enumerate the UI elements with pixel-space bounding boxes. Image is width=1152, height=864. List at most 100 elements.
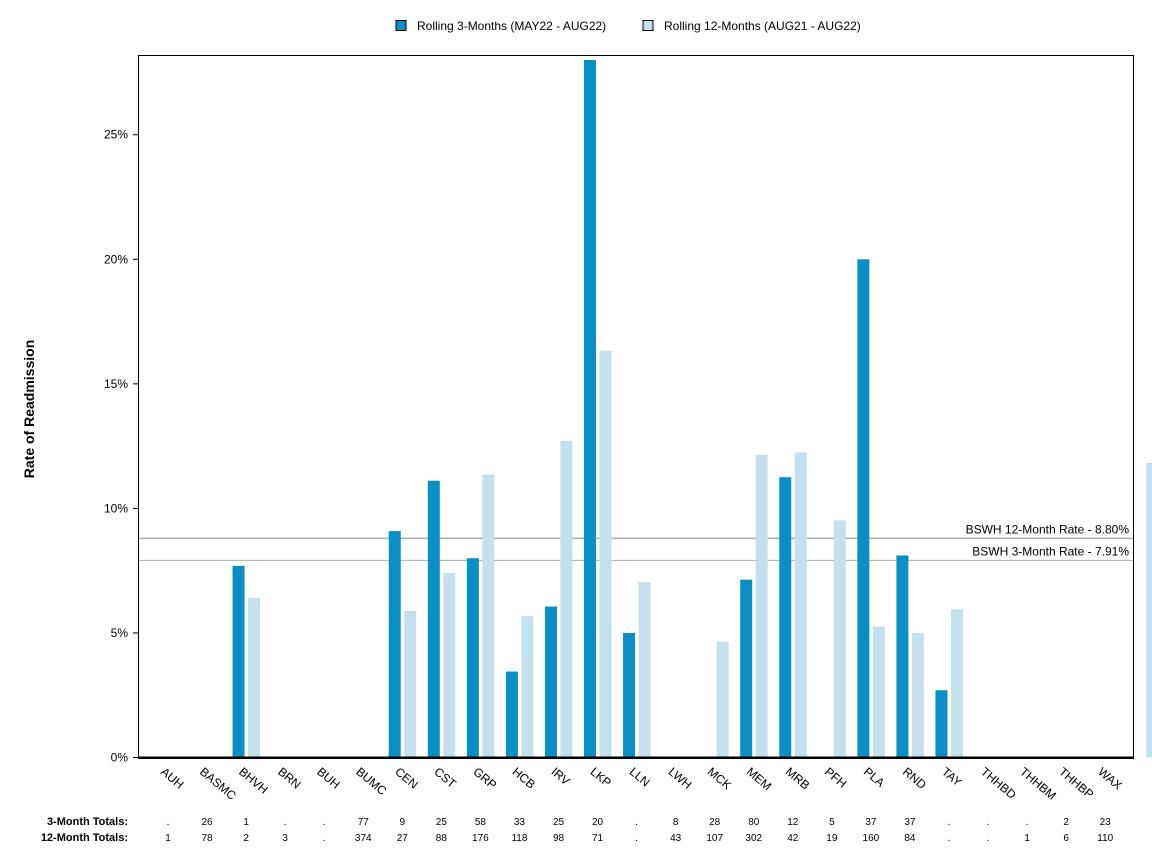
x-category-label: MEM bbox=[744, 765, 774, 794]
bar bbox=[232, 565, 245, 758]
three-month-total: . bbox=[948, 817, 951, 828]
bar bbox=[623, 632, 636, 758]
bar bbox=[872, 626, 885, 758]
three-month-total: . bbox=[635, 817, 638, 828]
twelve-month-total: 88 bbox=[436, 833, 448, 844]
x-category-label: CEN bbox=[392, 765, 420, 792]
bar bbox=[584, 60, 596, 758]
bar bbox=[935, 690, 948, 758]
bar bbox=[755, 454, 768, 758]
x-category-label: BRN bbox=[275, 765, 303, 792]
bar bbox=[716, 641, 729, 758]
twelve-month-total: . bbox=[635, 833, 638, 844]
twelve-month-total: 6 bbox=[1063, 833, 1069, 844]
twelve-month-total: 84 bbox=[904, 833, 916, 844]
legend-label: Rolling 12-Months (AUG21 - AUG22) bbox=[664, 19, 861, 33]
y-tick-label: 15% bbox=[104, 377, 128, 391]
twelve-month-total: 118 bbox=[511, 833, 527, 844]
bar bbox=[857, 259, 870, 758]
legend-swatch bbox=[642, 20, 654, 31]
twelve-month-total: 19 bbox=[826, 833, 838, 844]
bar bbox=[794, 452, 807, 758]
twelve-month-total: 3 bbox=[282, 833, 288, 844]
bar bbox=[950, 609, 963, 758]
legend-item: Rolling 3-Months (MAY22 - AUG22) bbox=[395, 19, 606, 33]
bar bbox=[404, 611, 417, 758]
three-month-total: . bbox=[323, 817, 326, 828]
twelve-month-total: . bbox=[948, 833, 951, 844]
three-month-total: 20 bbox=[592, 817, 604, 828]
bar bbox=[443, 572, 456, 758]
y-tick-label: 10% bbox=[104, 501, 128, 515]
bar bbox=[740, 579, 753, 758]
x-category-label: PLA bbox=[861, 765, 887, 790]
totals-table: 3-Month Totals:12-Month Totals:. 26 1.. 77 9… bbox=[41, 816, 1114, 844]
bar bbox=[248, 597, 261, 758]
x-category-label: BUH bbox=[314, 765, 342, 792]
x-category-label: PFH bbox=[822, 765, 849, 791]
bar bbox=[911, 632, 924, 758]
three-month-total: 8 bbox=[673, 817, 679, 828]
y-axis: 0% 5% 10% 15% 20% 25% bbox=[104, 128, 139, 765]
x-category-label: GRP bbox=[470, 765, 499, 792]
three-month-total: 77 bbox=[358, 817, 370, 828]
x-category-label: THHBM bbox=[1017, 765, 1059, 803]
x-category-label: THHBP bbox=[1056, 765, 1096, 802]
bar bbox=[505, 671, 518, 758]
bar bbox=[388, 531, 401, 758]
y-tick-label: 20% bbox=[104, 252, 128, 266]
bars bbox=[232, 60, 1152, 758]
twelve-month-total: 176 bbox=[472, 833, 489, 844]
reference-line-label: BSWH 12-Month Rate - 8.80% bbox=[966, 522, 1130, 536]
three-month-total: 12 bbox=[787, 817, 799, 828]
x-category-label: BHVH bbox=[236, 765, 271, 797]
x-category-label: THHBD bbox=[978, 765, 1019, 803]
x-category-label: BASMC bbox=[197, 765, 239, 803]
twelve-month-total: 2 bbox=[243, 833, 249, 844]
three-month-totals-label: 3-Month Totals: bbox=[47, 816, 128, 828]
three-month-total: . bbox=[987, 817, 990, 828]
reference-lines: BSWH 12-Month Rate - 8.80% BSWH 3-Month R… bbox=[139, 522, 1133, 562]
legend-swatch bbox=[395, 20, 407, 31]
twelve-month-total: 1 bbox=[1024, 833, 1030, 844]
three-month-total: 33 bbox=[514, 817, 526, 828]
twelve-month-total: 302 bbox=[745, 833, 762, 844]
three-month-total: 25 bbox=[436, 817, 448, 828]
x-category-label: LLN bbox=[627, 765, 653, 790]
y-tick-label: 0% bbox=[111, 751, 129, 765]
x-category-label: LWH bbox=[666, 765, 695, 792]
three-month-total: 37 bbox=[904, 817, 916, 828]
x-category-label: LKP bbox=[588, 765, 614, 790]
bar bbox=[779, 477, 792, 758]
reference-line-label: BSWH 3-Month Rate - 7.91% bbox=[972, 544, 1129, 558]
bar bbox=[599, 350, 612, 758]
twelve-month-total: 110 bbox=[1097, 833, 1113, 844]
plot-frame bbox=[138, 55, 1134, 759]
bar bbox=[560, 440, 573, 758]
twelve-month-total: . bbox=[323, 833, 326, 844]
three-month-total: 25 bbox=[553, 817, 565, 828]
twelve-month-total: 27 bbox=[397, 833, 409, 844]
x-category-label: CST bbox=[431, 765, 459, 792]
three-month-total: 5 bbox=[829, 817, 835, 828]
x-category-label: RND bbox=[900, 765, 929, 793]
twelve-month-total: 43 bbox=[670, 833, 682, 844]
three-month-total: . bbox=[167, 817, 170, 828]
bar bbox=[466, 558, 479, 758]
x-category-label: BUMC bbox=[353, 765, 389, 799]
bar bbox=[427, 480, 440, 758]
legend: Rolling 3-Months (MAY22 - AUG22) Rolling … bbox=[395, 19, 861, 33]
x-category-label: MRB bbox=[783, 765, 812, 793]
three-month-total: 26 bbox=[201, 817, 213, 828]
bar bbox=[638, 582, 651, 758]
bar bbox=[833, 520, 846, 758]
three-month-total: 28 bbox=[709, 817, 721, 828]
twelve-month-total: 42 bbox=[787, 833, 799, 844]
y-axis-label: Rate of Readmission bbox=[21, 340, 37, 478]
bar bbox=[482, 474, 495, 758]
x-category-label: HCB bbox=[510, 765, 538, 792]
y-tick-label: 25% bbox=[104, 128, 128, 142]
three-month-total: 9 bbox=[400, 817, 406, 828]
bar bbox=[1146, 463, 1152, 758]
